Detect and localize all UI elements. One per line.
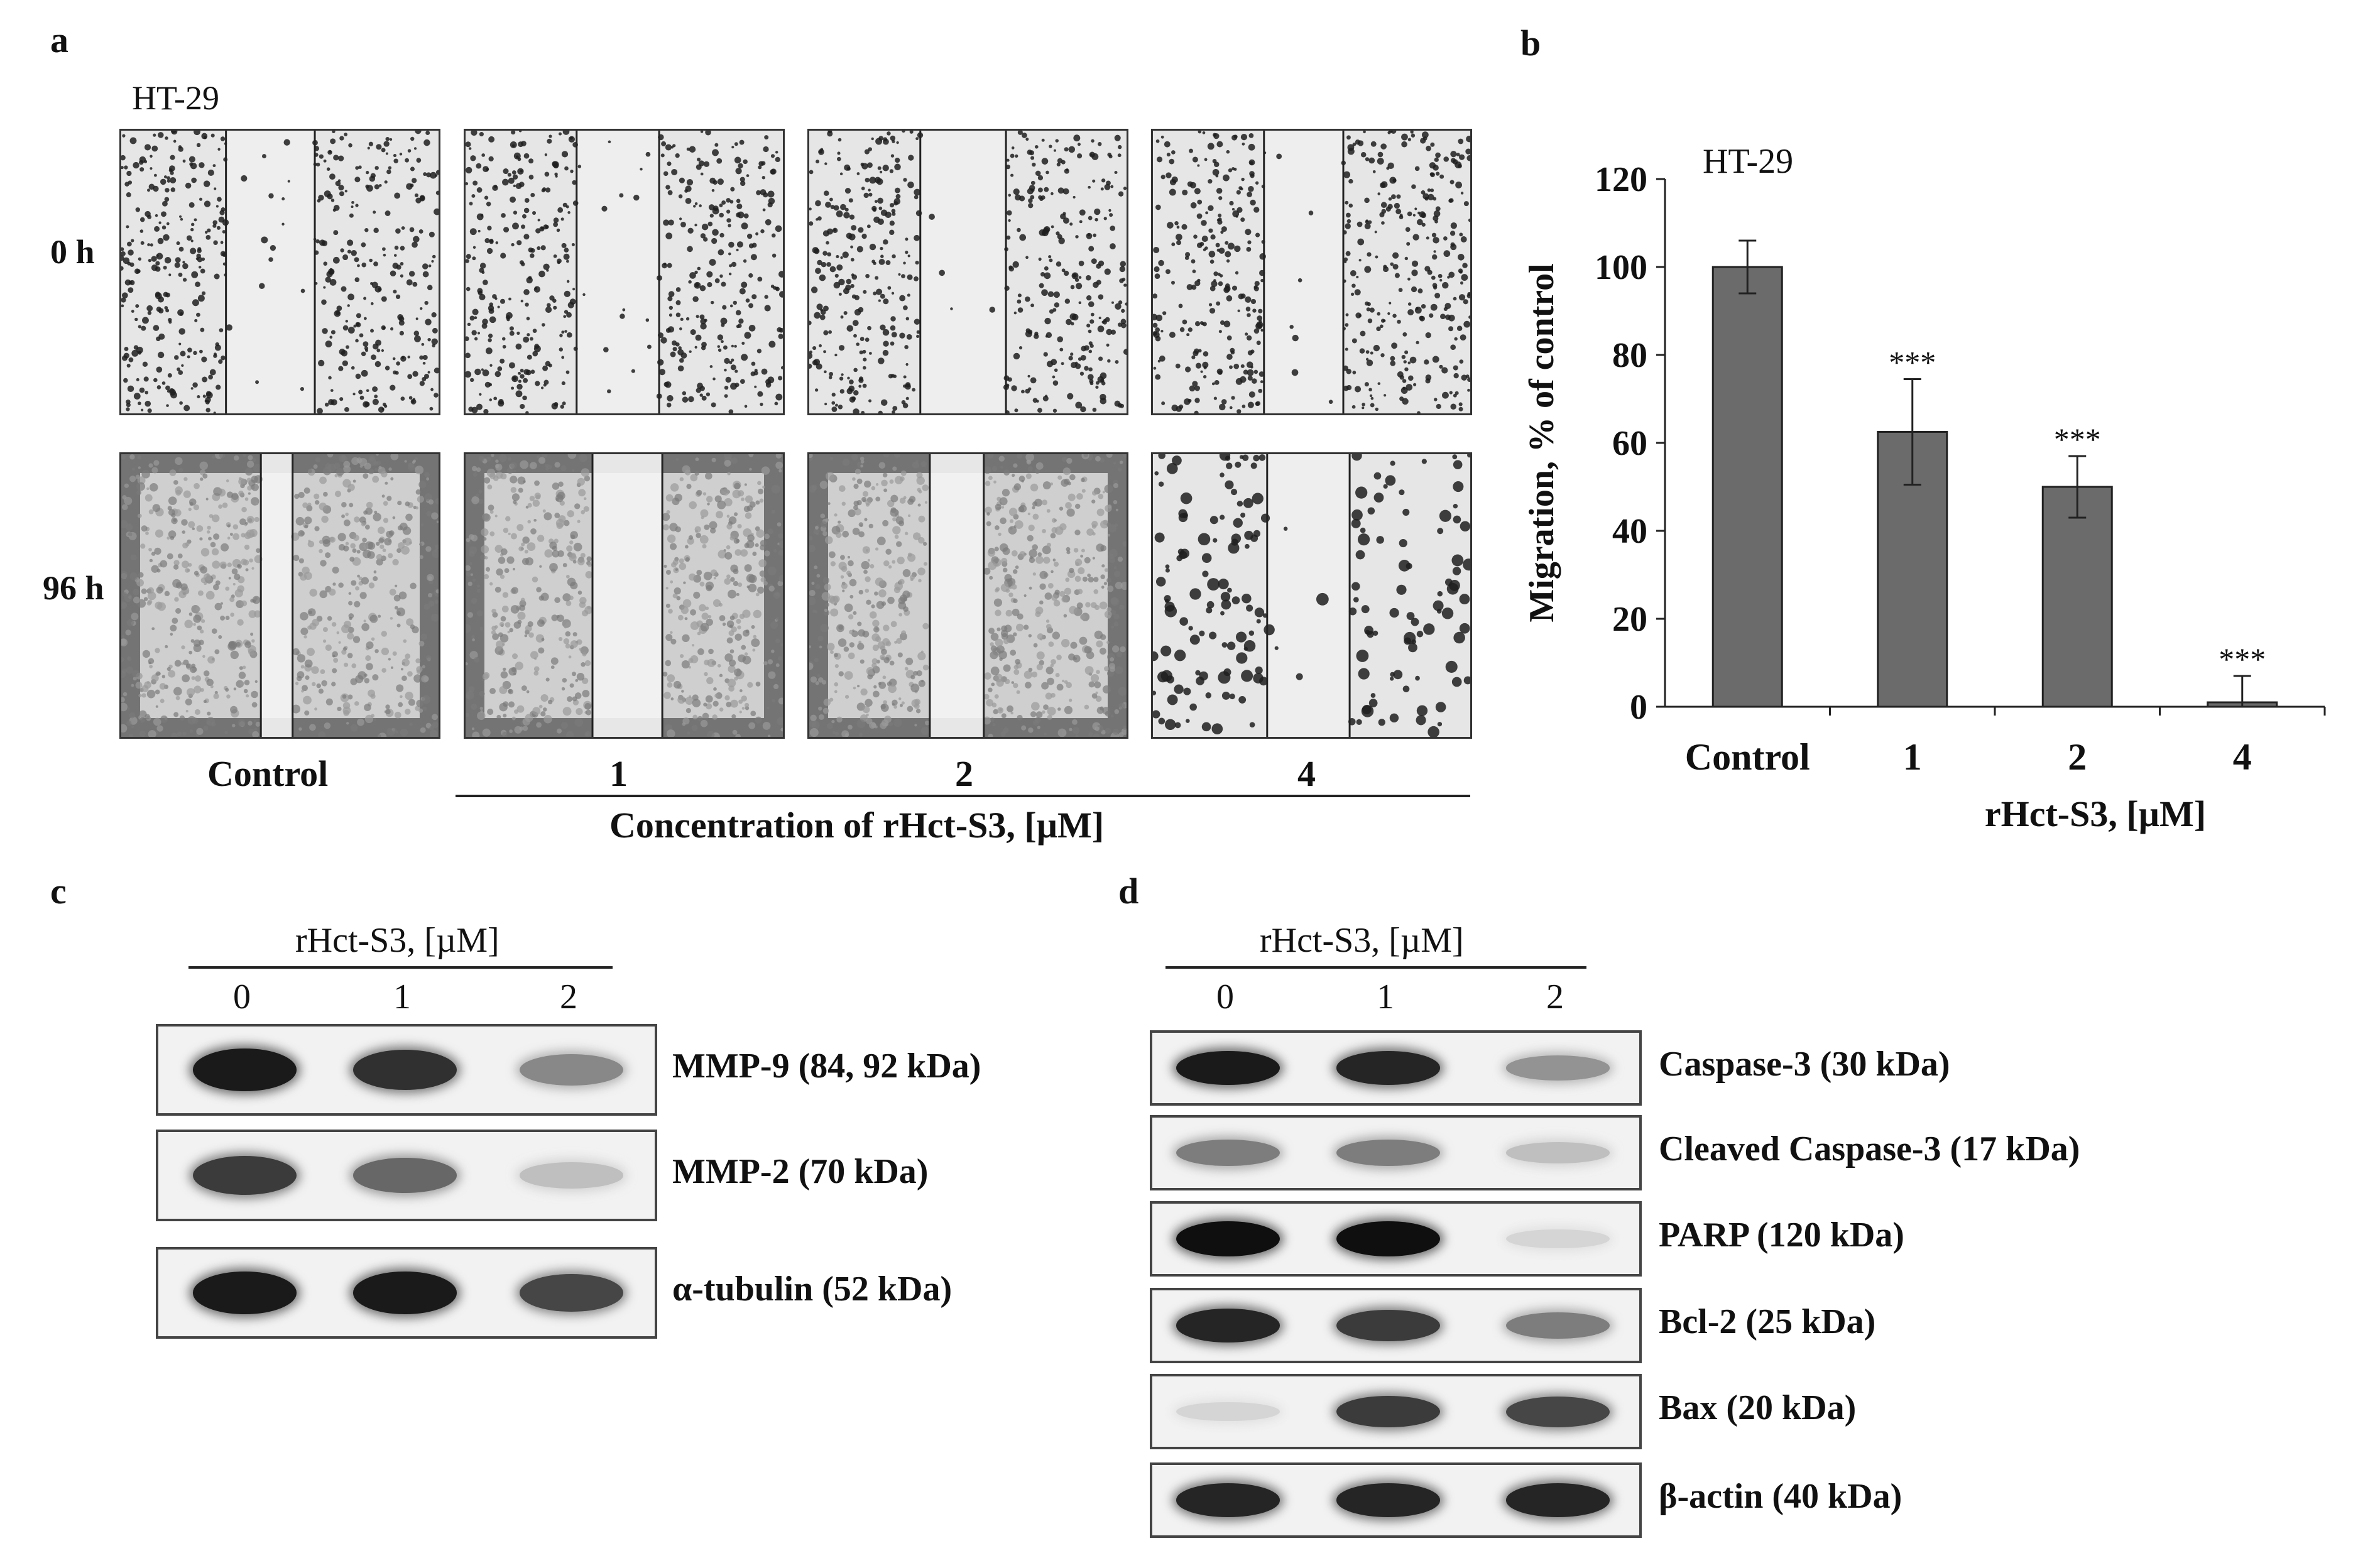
blot-c-lane-1: 1	[393, 978, 411, 1016]
blot-c-band-label-0: MMP-9 (84, 92 kDa)	[672, 1047, 981, 1086]
micrograph-96h-4uM	[1151, 452, 1472, 739]
bar-Control	[1711, 266, 1783, 708]
cell-line-label: HT-29	[132, 79, 220, 117]
bar-2	[2041, 486, 2113, 708]
micrograph-0h-4uM	[1151, 129, 1472, 415]
micrograph-0h-1uM	[464, 129, 785, 415]
x-tick-label-Control: Control	[1685, 736, 1810, 778]
blot-d-band-1-lane-2	[1505, 1142, 1610, 1163]
x-tick-label-1: 1	[1903, 736, 1922, 778]
x-tick-label-2: 2	[2068, 736, 2087, 778]
blot-d-band-3-lane-0	[1176, 1309, 1280, 1342]
blot-c-lane-2: 2	[560, 978, 577, 1016]
chart-title: HT-29	[1703, 142, 1793, 181]
panel-d-header-rule	[1165, 966, 1586, 969]
blot-d-lane-1: 1	[1377, 978, 1394, 1016]
significance-2: ***	[2054, 422, 2101, 457]
x-axis-label: rHct-S3, [µM]	[1985, 793, 2206, 834]
blot-c-strip-1	[156, 1130, 657, 1221]
blot-d-band-0-lane-2	[1505, 1055, 1610, 1081]
blot-d-strip-3	[1150, 1288, 1642, 1363]
blot-c-band-1-lane-2	[519, 1162, 623, 1189]
blot-d-strip-4	[1150, 1374, 1642, 1449]
blot-c-band-0-lane-1	[352, 1050, 457, 1090]
blot-c-band-label-2: α-tubulin (52 kDa)	[672, 1270, 953, 1309]
blot-d-band-4-lane-1	[1336, 1395, 1440, 1428]
y-tick-label-60: 60	[1612, 424, 1647, 463]
col-label-4: 4	[1297, 753, 1316, 794]
panel-b-label: b	[1520, 23, 1541, 63]
blot-c-band-2-lane-0	[192, 1272, 297, 1314]
blot-d-strip-0	[1150, 1030, 1642, 1106]
blot-c-strip-2	[156, 1247, 657, 1339]
blot-d-band-2-lane-2	[1505, 1229, 1610, 1249]
micrograph-96h-2uM	[807, 452, 1128, 739]
blot-d-band-label-5: β-actin (40 kDa)	[1659, 1477, 1902, 1516]
blot-d-band-1-lane-0	[1176, 1140, 1280, 1166]
migration-bar-chart: 0 20 40 60 80 100 120 Migration, % of control HT…	[1522, 142, 2326, 834]
blot-d-lane-0: 0	[1216, 978, 1234, 1016]
blot-d-band-4-lane-0	[1176, 1402, 1280, 1422]
y-tick-label-20: 20	[1612, 600, 1647, 639]
blot-d-strip-2	[1150, 1201, 1642, 1277]
blot-d-band-3-lane-1	[1336, 1309, 1440, 1342]
blot-c-band-label-1: MMP-2 (70 kDa)	[672, 1152, 929, 1191]
blot-d-band-0-lane-0	[1176, 1050, 1280, 1086]
panel-c-header: rHct-S3, [µM]	[295, 921, 499, 960]
significance-1: ***	[1889, 345, 1936, 380]
y-tick-label-0: 0	[1630, 688, 1647, 727]
blot-c-band-1-lane-0	[192, 1155, 297, 1195]
blot-d-band-4-lane-2	[1505, 1396, 1610, 1427]
y-tick-label-100: 100	[1595, 248, 1647, 287]
blot-d-strip-5	[1150, 1462, 1642, 1538]
blot-d-band-2-lane-1	[1336, 1221, 1440, 1256]
blot-c-strip-0	[156, 1024, 657, 1116]
col-label-1: 1	[609, 753, 628, 794]
y-tick-label-80: 80	[1612, 336, 1647, 375]
blot-d-lane-2: 2	[1546, 978, 1564, 1016]
blot-d-band-0-lane-1	[1336, 1051, 1440, 1085]
concentration-rule	[456, 795, 1470, 797]
panel-a-label: a	[50, 19, 68, 60]
blot-c-band-0-lane-2	[519, 1054, 623, 1086]
y-tick-label-40: 40	[1612, 512, 1647, 551]
blot-d-band-5-lane-1	[1336, 1483, 1440, 1517]
significance-4: ***	[2219, 641, 2266, 677]
blot-d-band-label-3: Bcl-2 (25 kDa)	[1659, 1302, 1876, 1341]
blot-d-band-label-2: PARP (120 kDa)	[1659, 1216, 1904, 1255]
row-label-96h: 96 h	[43, 569, 104, 607]
col-label-2: 2	[955, 753, 973, 794]
blot-c-band-0-lane-0	[192, 1048, 297, 1091]
blot-c-band-2-lane-2	[519, 1273, 623, 1312]
micrograph-96h-1uM	[464, 452, 785, 739]
micrograph-96h-control	[119, 452, 440, 739]
y-tick-label-120: 120	[1595, 160, 1647, 199]
blot-d-band-5-lane-0	[1176, 1483, 1280, 1517]
blot-d-band-label-4: Bax (20 kDa)	[1659, 1388, 1857, 1427]
blot-c-lane-0: 0	[233, 978, 251, 1016]
blot-d-band-1-lane-1	[1336, 1140, 1440, 1166]
x-tick-label-4: 4	[2233, 736, 2252, 778]
blot-d-band-label-0: Caspase-3 (30 kDa)	[1659, 1045, 1950, 1084]
blot-d-band-3-lane-2	[1505, 1312, 1610, 1339]
blot-d-band-5-lane-2	[1505, 1483, 1610, 1517]
micrograph-0h-2uM	[807, 129, 1128, 415]
concentration-caption: Concentration of rHct-S3, [µM]	[609, 805, 1105, 846]
blot-c-band-2-lane-1	[352, 1272, 457, 1314]
panel-c-header-rule	[188, 966, 613, 969]
blot-c-band-1-lane-1	[352, 1158, 457, 1193]
panel-d-header: rHct-S3, [µM]	[1260, 921, 1464, 960]
blot-d-band-2-lane-0	[1176, 1221, 1280, 1256]
blot-d-band-label-1: Cleaved Caspase-3 (17 kDa)	[1659, 1130, 2080, 1168]
row-label-0h: 0 h	[50, 233, 95, 271]
panel-d-label: d	[1118, 871, 1139, 912]
blot-d-strip-1	[1150, 1115, 1642, 1190]
y-axis-label: Migration, % of control	[1522, 263, 1561, 622]
col-label-control: Control	[207, 753, 329, 794]
panel-c-label: c	[50, 871, 67, 912]
micrograph-0h-control	[119, 129, 440, 415]
